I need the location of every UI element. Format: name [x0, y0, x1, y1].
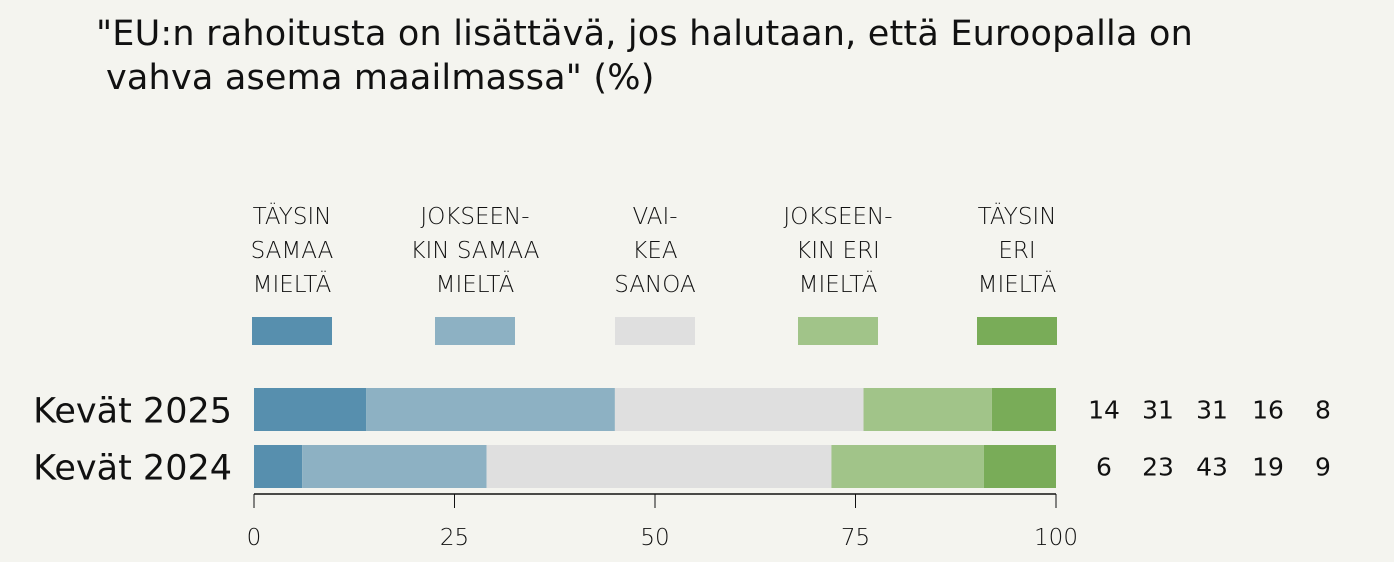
x-tick-label: 100: [1034, 525, 1078, 551]
legend-label: SAMAA: [251, 238, 334, 264]
legend-swatch: [798, 317, 878, 345]
legend-swatch: [252, 317, 332, 345]
x-tick-label: 25: [440, 525, 469, 551]
legend-label: KIN SAMAA: [410, 238, 539, 264]
value-label: 43: [1196, 453, 1228, 482]
legend-label: MIELTÄ: [253, 270, 332, 298]
legend-swatch: [615, 317, 695, 345]
value-label: 31: [1196, 396, 1228, 425]
legend-label: MIELTÄ: [978, 270, 1057, 298]
bar-segment: [254, 388, 367, 431]
legend-label: SANOA: [614, 272, 695, 298]
bar-segment: [863, 388, 992, 431]
bar-segment: [983, 445, 1056, 488]
category-label: Kevät 2025: [33, 392, 232, 432]
legend-label: JOKSEEN-: [783, 204, 892, 230]
legend-label: MIELTÄ: [799, 270, 878, 298]
bar-segment: [614, 388, 864, 431]
value-label: 9: [1315, 453, 1331, 482]
legend-label: VAI-: [632, 204, 677, 230]
category-label: Kevät 2024: [33, 449, 232, 489]
bar-segment: [302, 445, 487, 488]
legend-swatch: [977, 317, 1057, 345]
x-tick-label: 75: [841, 525, 870, 551]
value-label: 31: [1142, 396, 1174, 425]
x-tick-label: 50: [640, 525, 669, 551]
legend-label: KEA: [632, 238, 677, 264]
bar-segment: [254, 445, 303, 488]
legend-label: ERI: [998, 238, 1035, 264]
value-label: 6: [1096, 453, 1112, 482]
value-label: 23: [1142, 453, 1174, 482]
value-label: 14: [1088, 396, 1120, 425]
chart-title-line-1: "EU:n rahoitusta on lisättävä, jos halut…: [96, 14, 1193, 54]
legend-label: MIELTÄ: [436, 270, 515, 298]
value-label: 16: [1252, 396, 1284, 425]
bar-segment: [991, 388, 1056, 431]
legend-label: KIN ERI: [796, 238, 880, 264]
chart-title-line-2: vahva asema maailmassa" (%): [106, 58, 655, 98]
legend-label: TÄYSIN: [978, 202, 1057, 230]
bar-segment: [486, 445, 832, 488]
legend-swatch: [435, 317, 515, 345]
bar-segment: [831, 445, 984, 488]
value-label: 19: [1252, 453, 1284, 482]
legend-label: TÄYSIN: [253, 202, 332, 230]
chart-title: "EU:n rahoitusta on lisättävä, jos halut…: [96, 12, 1193, 100]
bar-segment: [366, 388, 615, 431]
value-label: 8: [1315, 396, 1331, 425]
x-tick-label: 0: [247, 525, 262, 551]
legend-label: JOKSEEN-: [420, 204, 529, 230]
